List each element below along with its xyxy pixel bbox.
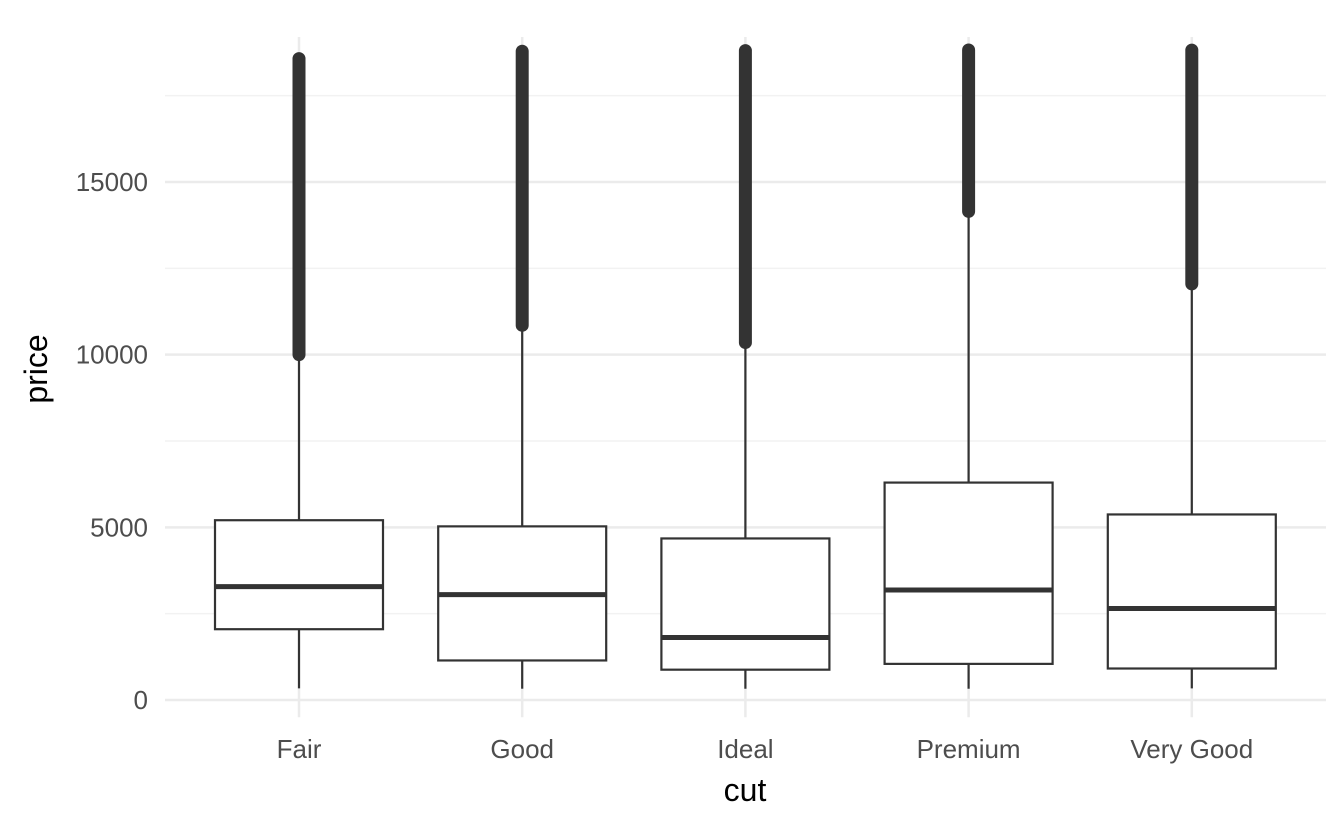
y-axis-title: price bbox=[18, 334, 54, 403]
iqr-box bbox=[213, 519, 385, 631]
x-axis-ticks: Fair Good Ideal Premium Very Good bbox=[277, 734, 1254, 764]
y-tick-label: 5000 bbox=[90, 512, 148, 542]
box-group bbox=[213, 52, 385, 689]
box-group bbox=[660, 44, 831, 689]
x-axis-title: cut bbox=[724, 772, 767, 808]
box-group bbox=[1106, 43, 1277, 689]
iqr-box bbox=[1106, 513, 1277, 670]
x-tick-label: Ideal bbox=[717, 734, 773, 764]
y-axis-ticks: 0 5000 10000 15000 bbox=[76, 167, 148, 715]
y-tick-label: 0 bbox=[134, 685, 148, 715]
box-group bbox=[883, 43, 1054, 689]
x-tick-label: Good bbox=[490, 734, 554, 764]
y-tick-label: 15000 bbox=[76, 167, 148, 197]
boxes-layer bbox=[213, 43, 1277, 689]
x-tick-label: Premium bbox=[917, 734, 1021, 764]
iqr-box bbox=[660, 537, 831, 671]
box-group bbox=[437, 44, 608, 689]
iqr-box bbox=[883, 481, 1054, 665]
y-tick-label: 10000 bbox=[76, 340, 148, 370]
x-tick-label: Fair bbox=[277, 734, 322, 764]
x-tick-label: Very Good bbox=[1130, 734, 1253, 764]
